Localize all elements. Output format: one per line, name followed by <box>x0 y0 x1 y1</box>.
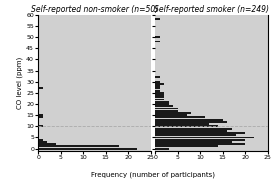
Bar <box>155 125 218 127</box>
Bar <box>155 148 169 150</box>
Bar <box>155 128 232 130</box>
Bar <box>155 141 232 143</box>
Bar <box>155 36 160 38</box>
Bar <box>155 143 245 145</box>
Bar <box>155 40 160 43</box>
Bar <box>155 107 178 109</box>
Bar <box>155 76 160 78</box>
Bar <box>38 114 43 116</box>
Title: Self-reported smoker (n=249): Self-reported smoker (n=249) <box>154 5 269 14</box>
Bar <box>155 83 164 85</box>
Bar <box>155 146 218 147</box>
Bar <box>155 116 204 118</box>
Title: Self-reported non-smoker (n=50): Self-reported non-smoker (n=50) <box>31 5 158 14</box>
Bar <box>155 87 160 89</box>
Bar <box>155 103 169 105</box>
Bar <box>155 110 178 112</box>
Bar <box>155 119 222 121</box>
Bar <box>155 123 209 125</box>
Bar <box>38 139 43 141</box>
Bar <box>155 18 160 20</box>
Bar <box>38 143 56 145</box>
Bar <box>155 130 227 132</box>
Bar <box>155 105 173 107</box>
Bar <box>155 132 245 134</box>
Bar <box>155 114 187 116</box>
Bar <box>38 141 47 143</box>
Bar <box>155 85 160 87</box>
Bar <box>38 146 119 147</box>
Bar <box>155 101 169 103</box>
Bar <box>155 121 227 123</box>
Bar <box>155 94 164 96</box>
Bar <box>38 148 137 150</box>
Bar <box>38 125 43 127</box>
Bar <box>38 116 43 118</box>
Bar <box>38 87 43 89</box>
Bar <box>155 90 160 92</box>
Bar <box>155 137 254 138</box>
Y-axis label: CO level (ppm): CO level (ppm) <box>17 57 23 109</box>
Bar <box>155 96 164 98</box>
Bar <box>155 112 191 114</box>
Text: Frequency (number of participants): Frequency (number of participants) <box>91 172 215 178</box>
Bar <box>155 139 245 141</box>
Bar <box>155 92 164 94</box>
Bar <box>155 99 164 100</box>
Bar <box>155 81 160 83</box>
Bar <box>155 134 236 136</box>
